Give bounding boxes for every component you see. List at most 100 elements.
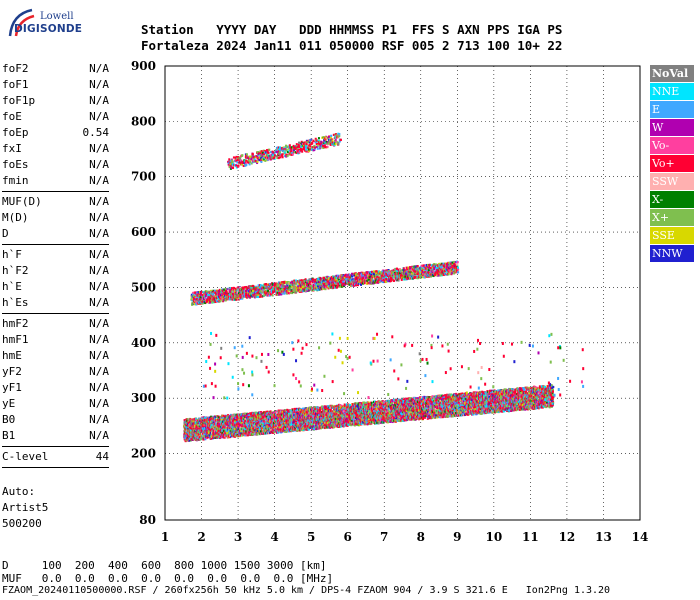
echo-point <box>203 422 206 426</box>
echo-point <box>224 415 227 418</box>
echo-point <box>212 425 215 429</box>
echo-point <box>226 436 229 439</box>
echo-point <box>205 430 208 433</box>
echo-point <box>242 414 245 417</box>
echo-point <box>284 409 287 412</box>
echo-point <box>314 420 317 423</box>
echo-point <box>286 413 289 416</box>
echo-point <box>198 438 201 441</box>
echo-point <box>247 422 250 425</box>
echo-point <box>203 433 206 436</box>
echo-point <box>248 418 251 421</box>
echo-point <box>218 424 221 427</box>
echo-point <box>303 425 306 428</box>
echo-point <box>274 418 277 421</box>
echo-point <box>228 433 231 436</box>
echo-point <box>283 420 286 424</box>
echo-point <box>335 417 338 421</box>
echo-point <box>296 422 299 425</box>
echo-point <box>272 418 275 422</box>
echo-point <box>307 409 310 412</box>
echo-point <box>259 419 262 422</box>
echo-point <box>229 419 232 422</box>
divider <box>2 244 109 245</box>
echo-point <box>278 422 281 425</box>
echo-point <box>314 424 317 428</box>
echo-point <box>252 412 255 415</box>
echo-point <box>239 434 242 437</box>
echo-point <box>242 419 245 422</box>
echo-point <box>236 414 239 418</box>
echo-point <box>327 416 330 419</box>
echo-point <box>341 418 344 421</box>
echo-point <box>253 417 256 420</box>
echo-point <box>358 412 361 415</box>
echo-point <box>308 406 311 410</box>
echo-point <box>210 429 213 432</box>
echo-point <box>342 408 345 412</box>
echo-point <box>237 424 240 428</box>
echo-point <box>191 431 194 434</box>
echo-point <box>188 437 191 440</box>
echo-point <box>304 420 307 423</box>
echo-point <box>265 419 268 422</box>
echo-point <box>217 433 220 436</box>
echo-point <box>204 437 207 440</box>
echo-point <box>352 418 355 421</box>
echo-point <box>344 417 347 420</box>
echo-point <box>357 404 360 407</box>
echo-point <box>188 434 191 437</box>
echo-point <box>338 422 341 425</box>
param-value: 0.54 <box>82 126 110 139</box>
echo-point <box>189 426 192 429</box>
echo-point <box>311 417 314 421</box>
echo-point <box>186 433 189 437</box>
echo-point <box>214 417 217 420</box>
echo-point <box>212 417 215 420</box>
echo-point <box>330 416 333 419</box>
echo-point <box>348 404 351 407</box>
param-row: D N/A <box>2 226 109 242</box>
echo-point <box>184 421 187 424</box>
echo-point <box>186 436 189 439</box>
echo-point <box>288 424 291 427</box>
echo-point <box>278 417 281 420</box>
echo-point <box>207 432 210 435</box>
echo-point <box>190 438 193 441</box>
echo-point <box>288 413 291 416</box>
echo-point <box>292 417 295 420</box>
echo-point <box>289 415 292 418</box>
echo-point <box>294 425 297 428</box>
echo-point <box>260 420 263 423</box>
echo-point <box>237 423 240 426</box>
echo-point <box>200 433 203 436</box>
echo-point <box>234 424 237 427</box>
echo-point <box>247 419 250 422</box>
echo-point <box>225 434 228 438</box>
echo-point <box>249 433 252 436</box>
echo-point <box>196 433 199 436</box>
echo-point <box>304 412 307 415</box>
echo-point <box>202 438 205 441</box>
echo-point <box>226 427 229 430</box>
echo-point <box>297 417 300 420</box>
echo-point <box>245 420 248 423</box>
echo-point <box>265 412 268 416</box>
echo-point <box>257 429 260 432</box>
echo-point <box>205 419 208 422</box>
echo-point <box>316 411 319 414</box>
echo-point <box>349 415 352 418</box>
echo-point <box>212 430 215 433</box>
logo-line1: Lowell <box>40 11 74 22</box>
echo-point <box>352 423 355 426</box>
echo-point <box>219 427 222 430</box>
echo-point <box>337 424 340 427</box>
echo-point <box>258 419 261 422</box>
echo-point <box>355 405 358 408</box>
echo-point <box>314 423 317 426</box>
echo-point <box>261 413 264 416</box>
echo-point <box>357 422 360 425</box>
echo-point <box>240 413 243 416</box>
echo-point <box>192 426 195 429</box>
echo-point <box>257 417 260 421</box>
